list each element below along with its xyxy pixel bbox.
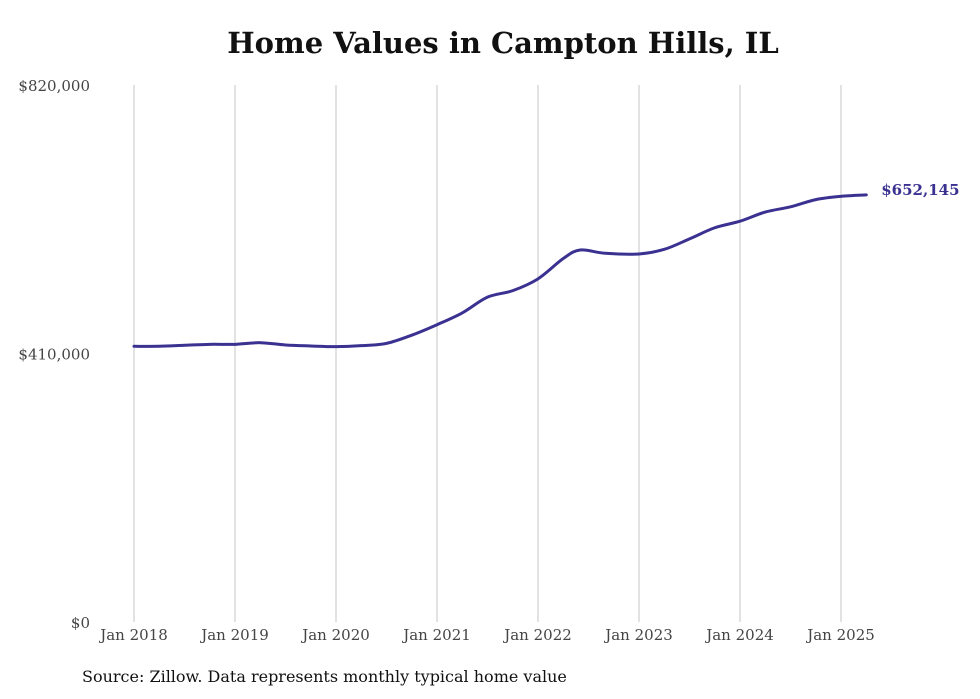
y-tick-label: $410,000	[18, 346, 90, 364]
chart-title: Home Values in Campton Hills, IL	[227, 26, 779, 60]
x-axis-ticks: Jan 2018 Jan 2019 Jan 2020 Jan 2021 Jan 2022…	[98, 626, 875, 644]
x-tick-label: Jan 2018	[98, 626, 168, 644]
x-tick-label: Jan 2019	[199, 626, 269, 644]
y-axis-ticks: $0 $410,000 $820,000	[18, 77, 90, 632]
series-line	[132, 193, 868, 349]
x-tick-label: Jan 2021	[401, 626, 471, 644]
gridlines	[133, 85, 842, 622]
y-tick-label: $820,000	[18, 77, 90, 95]
x-tick-label: Jan 2024	[704, 626, 774, 644]
x-tick-label: Jan 2020	[300, 626, 370, 644]
x-tick-label: Jan 2025	[805, 626, 875, 644]
x-tick-label: Jan 2022	[502, 626, 572, 644]
series-layer	[132, 193, 868, 349]
y-tick-label: $0	[71, 614, 90, 632]
x-tick-label: Jan 2023	[603, 626, 673, 644]
end-value-label: $652,145	[881, 181, 959, 199]
end-label-layer: $652,145	[881, 181, 959, 199]
source-note: Source: Zillow. Data represents monthly …	[82, 667, 567, 686]
